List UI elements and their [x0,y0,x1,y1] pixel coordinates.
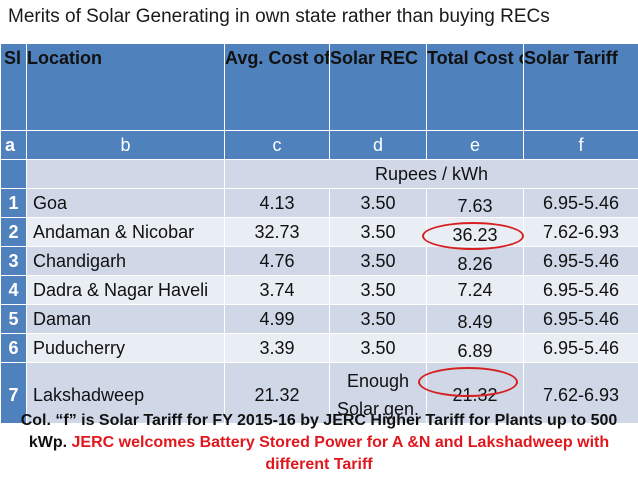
header-avg-cost: Avg. Cost of Power Purchase [224,43,330,131]
row-location: Chandigarh [26,246,225,276]
row-total-rpo: 8.49 [426,304,524,334]
row-total-rpo: 21.32 [426,362,524,424]
slide-title: Merits of Solar Generating in own state … [8,6,550,27]
row-solar-rec: 3.50 [329,275,427,305]
row-total-rpo-value: 7.63 [457,195,493,216]
footnote-highlight-text: JERC welcomes Battery Stored Power for A… [71,434,610,473]
table-row: 1 Goa 4.13 3.50 7.63 6.95-5.46 [0,188,638,218]
units-row: Rupees / kWh [0,159,638,189]
row-tariff: 6.95-5.46 [523,304,638,334]
row-sl: 3 [0,246,27,276]
row-location: Puducherry [26,333,225,363]
units-sl-cell [0,159,27,189]
row-total-rpo: 7.24 [426,275,524,305]
table-row: 2 Andaman & Nicobar 32.73 3.50 36.23 7.6… [0,217,638,247]
row-location: Goa [26,188,225,218]
letter-f: f [523,130,638,160]
header-total-rpo: Total Cost of RPO [426,43,524,131]
header-solar-rec: Solar REC [329,43,427,131]
row-solar-rec: 3.50 [329,304,427,334]
header-location: Location [26,43,225,131]
row-avg-cost: 4.76 [224,246,330,276]
row-tariff: 7.62-6.93 [523,217,638,247]
letter-b: b [26,130,225,160]
row-solar-rec: 3.50 [329,246,427,276]
row-total-rpo-value: 6.89 [457,340,493,361]
letter-c: c [224,130,330,160]
row-sl: 2 [0,217,27,247]
units-label: Rupees / kWh [224,159,638,189]
letter-d: d [329,130,427,160]
row-total-rpo: 6.89 [426,333,524,363]
footnote: Col. “f” is Solar Tariff for FY 2015-16 … [0,410,638,476]
footnote-text: Col. “f” is Solar Tariff for FY 2015-16 … [20,412,618,451]
header-sl: Sl [0,43,27,131]
table-row: 7 Lakshadweep 21.32 Enough Solar gen. 21… [0,362,638,424]
header-solar-tariff: Solar Tariff [523,43,638,131]
row-sl: 4 [0,275,27,305]
row-total-rpo: 8.26 [426,246,524,276]
row-avg-cost: 3.39 [224,333,330,363]
row-total-rpo-value: 8.49 [457,311,493,332]
row-location: Lakshadweep [26,362,225,424]
rpo-comparison-table: Sl Location Avg. Cost of Power Purchase … [0,43,638,424]
row-avg-cost: 4.99 [224,304,330,334]
row-solar-rec: 3.50 [329,188,427,218]
row-location: Dadra & Nagar Haveli [26,275,225,305]
row-sl: 1 [0,188,27,218]
row-solar-rec: Enough Solar gen. [329,362,427,424]
table-row: 6 Puducherry 3.39 3.50 6.89 6.95-5.46 [0,333,638,363]
row-total-rpo: 7.63 [426,188,524,218]
row-avg-cost: 4.13 [224,188,330,218]
row-avg-cost: 3.74 [224,275,330,305]
row-sl: 6 [0,333,27,363]
row-location: Andaman & Nicobar [26,217,225,247]
row-location: Daman [26,304,225,334]
letter-e: e [426,130,524,160]
units-location-cell [26,159,225,189]
column-letters-row: a b c d e f [0,130,638,160]
header-row: Sl Location Avg. Cost of Power Purchase … [0,43,638,131]
row-avg-cost: 21.32 [224,362,330,424]
letter-a: a [0,130,27,160]
row-solar-rec: 3.50 [329,217,427,247]
row-tariff: 7.62-6.93 [523,362,638,424]
row-total-rpo-value: 36.23 [452,224,498,245]
table-row: 3 Chandigarh 4.76 3.50 8.26 6.95-5.46 [0,246,638,276]
row-sl: 5 [0,304,27,334]
row-tariff: 6.95-5.46 [523,246,638,276]
table-row: 5 Daman 4.99 3.50 8.49 6.95-5.46 [0,304,638,334]
row-sl: 7 [0,362,27,424]
row-tariff: 6.95-5.46 [523,275,638,305]
table-row: 4 Dadra & Nagar Haveli 3.74 3.50 7.24 6.… [0,275,638,305]
row-tariff: 6.95-5.46 [523,333,638,363]
row-avg-cost: 32.73 [224,217,330,247]
row-tariff: 6.95-5.46 [523,188,638,218]
row-solar-rec: 3.50 [329,333,427,363]
row-total-rpo: 36.23 [426,217,524,247]
row-total-rpo-value: 8.26 [457,253,493,274]
